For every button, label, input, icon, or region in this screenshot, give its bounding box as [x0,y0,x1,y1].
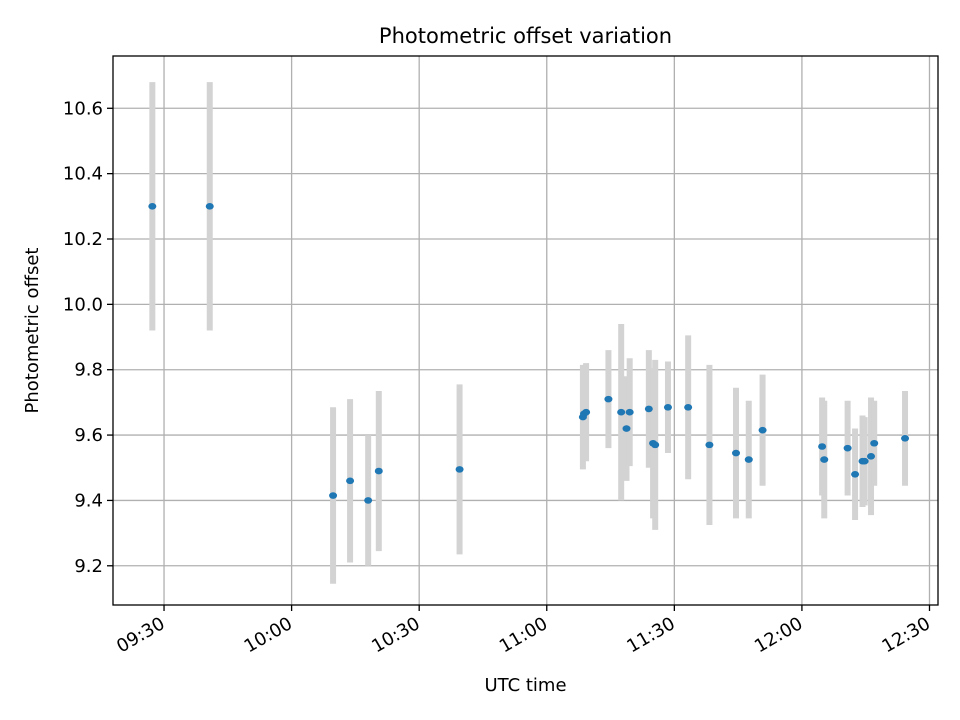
data-point [860,457,869,465]
data-point [205,203,214,210]
grid-lines [113,56,938,605]
y-tick-label: 9.2 [74,556,103,577]
data-point [455,466,464,473]
data-point [732,449,741,457]
y-tick-label: 9.8 [74,360,103,381]
error-bars [149,82,909,584]
data-point [867,453,876,460]
data-point [622,425,631,432]
y-tick-label: 10.0 [63,294,103,315]
data-point [625,408,634,416]
data-point [684,403,693,411]
data-point [364,497,373,504]
data-point [604,395,613,403]
data-point [617,408,626,416]
y-axis-label: Photometric offset [22,248,43,414]
data-point [705,441,714,449]
y-tick-label: 10.6 [63,98,103,119]
x-tick-label: 10:30 [368,613,423,657]
axis-ticks: 09:30 10:00 10:30 11:00 11:30 12:00 12:30 9.2 9.… [63,98,934,657]
plot-frame [112,55,939,606]
x-tick-label: 11:00 [496,613,551,657]
y-tick-label: 10.2 [63,229,103,250]
data-point [851,470,860,478]
data-point [901,435,910,442]
data-point [148,203,157,210]
x-tick-label: 10:00 [241,613,296,657]
data-point [820,456,829,463]
data-point [329,492,338,499]
data-point [651,441,660,449]
x-tick-label: 09:30 [113,613,168,657]
data-point [644,405,653,413]
chart-title: Photometric offset variation [379,24,672,48]
data-point [663,403,672,411]
x-tick-label: 11:30 [623,613,678,657]
data-point [843,444,852,452]
y-tick-label: 10.4 [63,164,103,185]
x-axis-label: UTC time [484,675,566,696]
data-point [758,426,767,434]
data-points [148,203,910,504]
data-point [582,408,591,416]
data-point [744,456,753,463]
data-point [870,439,879,447]
x-tick-label: 12:00 [751,613,806,657]
y-tick-label: 9.6 [74,425,103,446]
data-point [374,467,383,475]
y-tick-label: 9.4 [74,490,103,511]
x-tick-label: 12:30 [879,613,934,657]
data-point [818,443,827,450]
data-point [346,477,355,485]
